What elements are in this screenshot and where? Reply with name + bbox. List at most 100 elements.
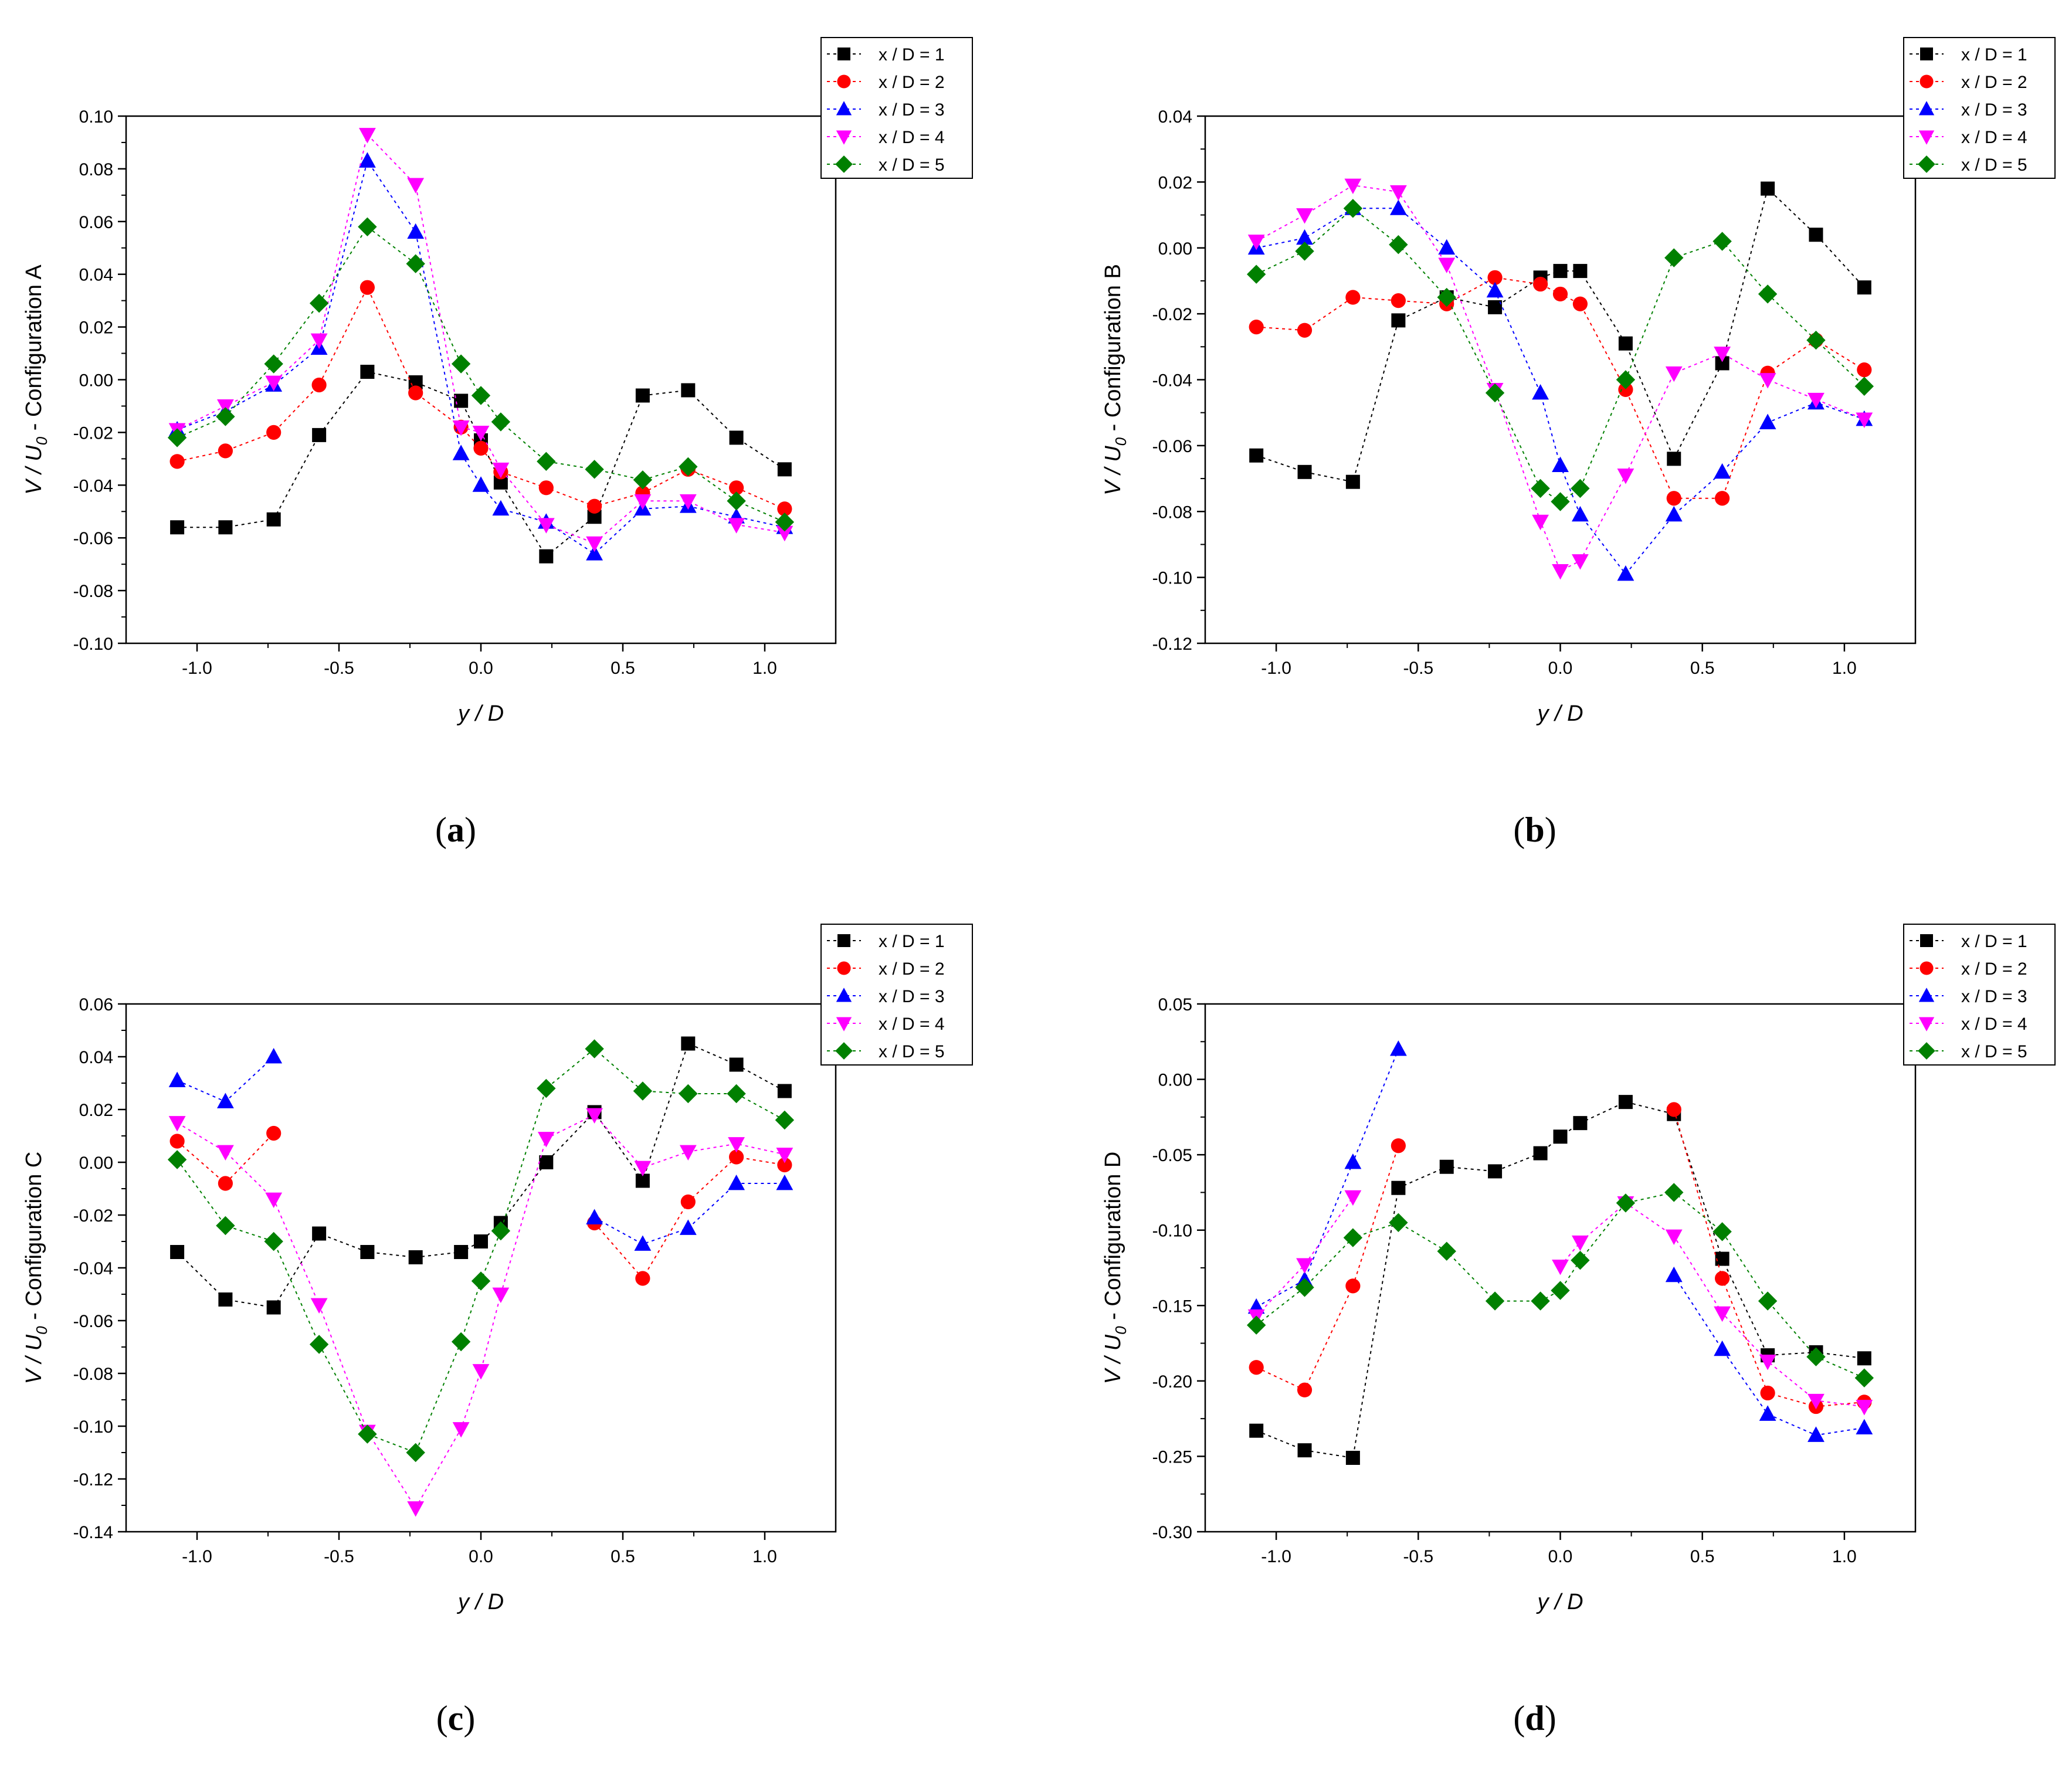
data-point bbox=[1344, 1153, 1362, 1169]
series-line bbox=[1673, 1275, 1864, 1436]
legend-label: x / D = 3 bbox=[1961, 100, 2027, 120]
x-tick-label: 0.0 bbox=[1548, 1547, 1573, 1566]
data-point bbox=[1571, 479, 1590, 498]
data-point bbox=[1391, 293, 1406, 308]
data-point bbox=[1438, 257, 1456, 273]
data-point bbox=[681, 1036, 696, 1051]
data-point bbox=[360, 365, 375, 379]
series-2 bbox=[1249, 1102, 1872, 1414]
y-tick-label: -0.12 bbox=[73, 1470, 113, 1490]
data-point bbox=[1439, 1159, 1454, 1174]
series-1 bbox=[1249, 181, 1871, 489]
data-point bbox=[492, 462, 510, 479]
data-point bbox=[167, 1150, 187, 1169]
data-point bbox=[1437, 287, 1456, 307]
legend: x / D = 1 x / D = 2 x / D = 3 x / D = 4 x / … bbox=[820, 924, 973, 1066]
x-tick-label: 0.5 bbox=[611, 659, 635, 678]
data-point bbox=[452, 445, 470, 460]
data-point bbox=[1714, 463, 1731, 479]
y-tick-label: -0.15 bbox=[1152, 1297, 1192, 1316]
y-tick-label: 0.04 bbox=[1158, 107, 1192, 127]
data-point bbox=[728, 1175, 745, 1190]
data-point bbox=[1532, 276, 1548, 292]
series-2 bbox=[169, 1125, 792, 1286]
data-point bbox=[538, 480, 554, 496]
data-point bbox=[1856, 412, 1873, 428]
legend-label: x / D = 3 bbox=[1961, 987, 2027, 1006]
legend-marker bbox=[1918, 1017, 1935, 1032]
series-line bbox=[1559, 1202, 1864, 1407]
data-point bbox=[310, 333, 328, 350]
data-point bbox=[679, 1145, 697, 1161]
data-point bbox=[1806, 330, 1826, 350]
data-point bbox=[1247, 235, 1265, 250]
y-tick-label: 0.04 bbox=[79, 1048, 113, 1067]
data-point bbox=[1552, 286, 1568, 302]
series-line bbox=[177, 1114, 785, 1509]
data-point bbox=[1666, 491, 1681, 506]
y-tick-label: -0.06 bbox=[73, 1312, 113, 1331]
data-point bbox=[1664, 248, 1684, 267]
data-point bbox=[586, 1108, 603, 1124]
plot-frame bbox=[125, 115, 837, 644]
legend-marker bbox=[836, 101, 852, 116]
data-point bbox=[1297, 1443, 1312, 1458]
data-point bbox=[1571, 1250, 1590, 1270]
plot-frame bbox=[125, 1003, 837, 1533]
data-point bbox=[1343, 1228, 1363, 1247]
x-tick-label: 0.5 bbox=[1690, 1547, 1715, 1566]
y-tick-label: -0.10 bbox=[1152, 1222, 1192, 1241]
legend-marker bbox=[837, 961, 851, 975]
data-point bbox=[634, 494, 652, 510]
legend-marker bbox=[1920, 74, 1934, 89]
data-point bbox=[1246, 1315, 1266, 1335]
data-point bbox=[1343, 199, 1363, 218]
legend-label: x / D = 1 bbox=[1961, 932, 2027, 951]
data-point bbox=[1345, 290, 1361, 305]
data-point bbox=[585, 460, 604, 479]
data-point bbox=[586, 1209, 603, 1224]
data-point bbox=[539, 1155, 554, 1169]
data-point bbox=[1438, 239, 1456, 255]
y-tick-label: -0.12 bbox=[1152, 635, 1192, 654]
data-point bbox=[633, 470, 653, 490]
data-point bbox=[264, 1231, 283, 1251]
data-point bbox=[728, 518, 745, 534]
data-point bbox=[472, 476, 490, 492]
data-point bbox=[537, 518, 555, 534]
data-point bbox=[1573, 264, 1588, 279]
data-point bbox=[634, 1235, 652, 1251]
x-tick-label: 0.0 bbox=[469, 1547, 493, 1566]
legend: x / D = 1 x / D = 2 x / D = 3 x / D = 4 x / … bbox=[820, 37, 973, 179]
y-tick-label: -0.05 bbox=[1152, 1146, 1192, 1165]
data-point bbox=[1808, 1393, 1825, 1410]
series-5 bbox=[1246, 1183, 1874, 1387]
data-point bbox=[679, 494, 697, 510]
data-point bbox=[1616, 1193, 1636, 1213]
panel-label: (d) bbox=[1513, 1699, 1556, 1738]
data-point bbox=[1618, 382, 1633, 397]
legend-label: x / D = 2 bbox=[1961, 73, 2027, 92]
data-point bbox=[586, 545, 603, 561]
data-point bbox=[1665, 366, 1683, 382]
data-point bbox=[218, 520, 233, 535]
data-point bbox=[1617, 565, 1634, 581]
data-point bbox=[170, 1245, 185, 1259]
data-point bbox=[1345, 1278, 1361, 1294]
data-point bbox=[408, 1250, 423, 1264]
series-line bbox=[1256, 1101, 1864, 1459]
data-point bbox=[729, 1057, 744, 1072]
x-tick-label: 1.0 bbox=[752, 659, 777, 678]
data-point bbox=[472, 426, 490, 442]
data-point bbox=[471, 386, 491, 405]
legend-marker bbox=[1920, 48, 1933, 60]
data-point bbox=[1712, 232, 1732, 251]
x-tick-label: -0.5 bbox=[1403, 659, 1433, 678]
data-point bbox=[1345, 474, 1360, 489]
data-point bbox=[474, 1234, 488, 1248]
data-point bbox=[776, 1148, 793, 1163]
data-point bbox=[407, 1501, 425, 1517]
data-point bbox=[777, 462, 792, 477]
series-1 bbox=[1249, 1095, 1871, 1465]
y-tick-label: -0.04 bbox=[73, 1259, 113, 1278]
